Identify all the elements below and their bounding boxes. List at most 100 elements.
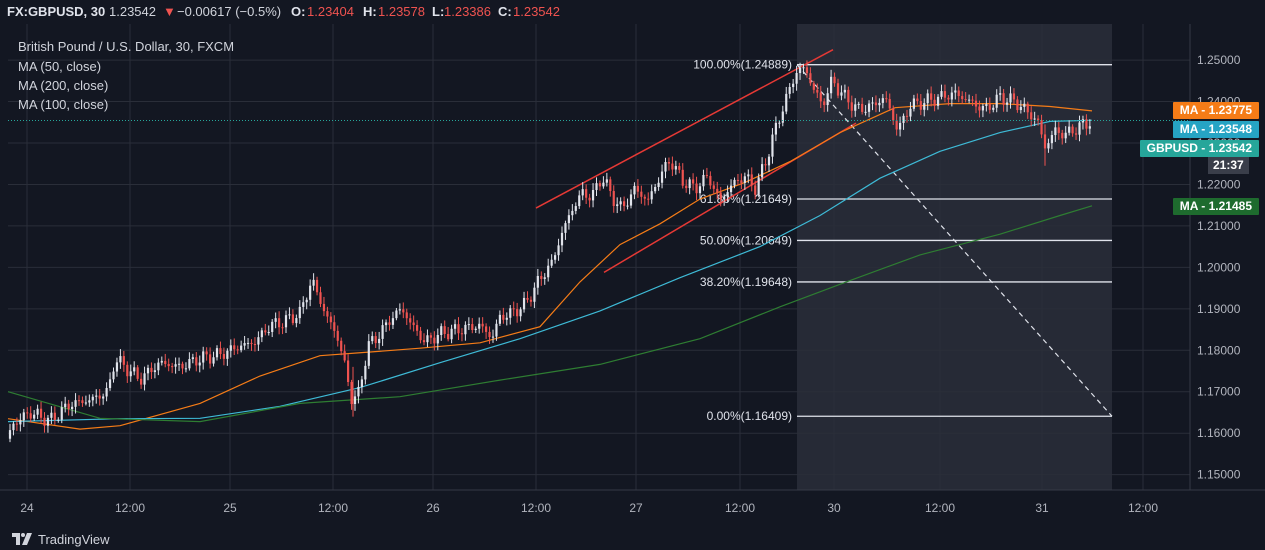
candle-body [685, 185, 688, 189]
low-value: 1.23386 [444, 4, 491, 19]
candle-body [1078, 122, 1081, 135]
candle-body [705, 174, 708, 176]
candle-body [961, 96, 964, 100]
candle-body [674, 166, 677, 170]
candle-body [171, 366, 174, 368]
candle-body [309, 285, 312, 300]
candle-body [395, 310, 398, 319]
y-tick-label: 1.16000 [1197, 426, 1241, 440]
candle-body [136, 367, 139, 379]
candle-body [850, 102, 853, 111]
candle-body [167, 363, 170, 367]
candle-body [823, 101, 826, 106]
candle-body [805, 67, 809, 74]
candle-body [1071, 126, 1074, 134]
candle-body [71, 406, 74, 410]
candle-body [729, 185, 733, 193]
legend-ma50[interactable]: MA (50, close) [18, 59, 102, 74]
legend-ma200[interactable]: MA (200, close) [18, 78, 109, 93]
candle-body [288, 314, 291, 316]
candle-body [902, 115, 905, 123]
candle-body [302, 302, 305, 307]
candle-body [861, 103, 864, 112]
fib-level-label: 38.20%(1.19648) [700, 275, 792, 289]
candle-body [988, 104, 991, 110]
candle-body [878, 102, 881, 106]
candle-body [219, 348, 222, 355]
candle-body [60, 407, 63, 420]
candle-body [378, 338, 381, 344]
candle-body [1009, 93, 1012, 103]
candle-body [498, 314, 501, 324]
candle-body [899, 122, 902, 130]
x-tick-label: 26 [426, 501, 440, 515]
ma50-line [7, 103, 1093, 430]
candle-body [1061, 132, 1064, 139]
candle-body [29, 413, 32, 419]
candle-body [522, 297, 526, 310]
candle-body [819, 92, 822, 102]
candle-body [64, 403, 67, 408]
candle-body [229, 345, 232, 351]
candle-body [702, 174, 705, 187]
candle-body [636, 185, 639, 192]
candle-body [271, 321, 274, 332]
candle-body [133, 367, 136, 372]
candle-body [785, 93, 788, 112]
candle-body [1023, 103, 1026, 107]
candle-body [892, 108, 895, 121]
candle-body [233, 345, 236, 350]
candle-body [19, 420, 22, 425]
candle-body [723, 196, 726, 200]
candle-body [550, 259, 553, 266]
x-tick-label: 25 [223, 501, 237, 515]
tradingview-brand[interactable]: TradingView [38, 532, 110, 547]
candle-body [698, 186, 702, 194]
candle-body [160, 360, 163, 363]
legend-ma100[interactable]: MA (100, close) [18, 97, 109, 112]
candle-body [602, 182, 605, 187]
candle-body [471, 324, 474, 330]
candle-body [240, 345, 243, 351]
tradingview-logo-icon[interactable] [12, 533, 32, 545]
candle-body [143, 373, 146, 385]
candle-body [264, 330, 267, 333]
candle-body [1033, 118, 1036, 120]
candle-body [757, 177, 760, 195]
candle-body [540, 275, 543, 279]
ma50-price-tag: MA - 1.23775 [1172, 102, 1259, 119]
candle-body [1002, 93, 1005, 105]
candle-body [585, 189, 588, 198]
candle-body [919, 101, 922, 110]
candle-body [564, 223, 567, 233]
candle-body [367, 341, 370, 366]
candle-body [191, 357, 194, 360]
candle-body [916, 98, 919, 102]
candle-body [284, 315, 288, 328]
candle-body [557, 245, 560, 256]
candle-body [222, 354, 225, 359]
candle-body [609, 179, 612, 192]
candle-body [347, 360, 350, 383]
candle-body [226, 350, 229, 359]
candle-body [267, 331, 270, 333]
open-label: O: [291, 4, 306, 19]
candle-body [112, 371, 115, 380]
ma200-line [7, 205, 1093, 423]
candle-body [933, 99, 936, 106]
candle-body [260, 330, 263, 338]
candle-body [857, 103, 860, 105]
candle-body [457, 324, 460, 334]
candle-body [1088, 126, 1091, 129]
change-value: −0.00617 (−0.5%) [177, 4, 282, 19]
ma100-price-tag: MA - 1.23548 [1172, 121, 1259, 138]
candle-body [298, 306, 301, 319]
symbol-label[interactable]: FX:GBPUSD, 30 [7, 4, 106, 19]
candle-body [1012, 93, 1016, 100]
candle-body [416, 325, 419, 331]
candle-body [150, 367, 153, 373]
candle-body [333, 322, 336, 331]
candle-body [502, 314, 505, 320]
legend-title[interactable]: British Pound / U.S. Dollar, 30, FXCM [18, 39, 235, 54]
